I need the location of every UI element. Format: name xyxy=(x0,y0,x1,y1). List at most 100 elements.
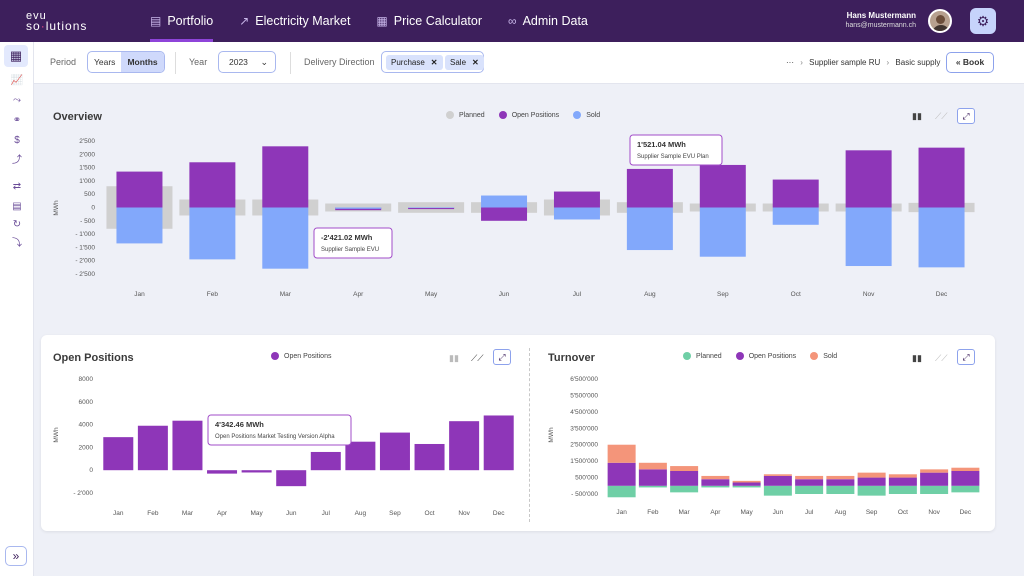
period-option-years[interactable]: Years xyxy=(94,57,116,67)
delivery-direction-select[interactable]: Purchase ✕ Sale ✕ xyxy=(381,51,484,73)
legend-swatch xyxy=(573,111,582,119)
bar-open-positions xyxy=(189,162,236,208)
nav-item-admin-data[interactable]: ∞ Admin Data xyxy=(508,0,588,42)
breadcrumb: ··· › Supplier sample RU › Basic supply xyxy=(786,58,940,67)
x-tick-label: Feb xyxy=(647,509,659,516)
period-option-months[interactable]: Months xyxy=(121,52,164,72)
app-logo[interactable]: evu so·lutions xyxy=(0,10,120,33)
tooltip-value: 1'521.04 MWh xyxy=(637,140,686,149)
bar-open-positions xyxy=(763,475,792,486)
breadcrumb-item[interactable]: Basic supply xyxy=(895,58,941,67)
nav-item-price-calculator[interactable]: ▦ Price Calculator xyxy=(376,0,482,42)
legend-label: Open Positions xyxy=(284,352,332,360)
bar-open-positions xyxy=(638,469,667,486)
transfer-icon[interactable]: ⇄ xyxy=(12,181,22,192)
y-tick-label: 500 xyxy=(84,191,95,198)
legend-item-open-positions[interactable]: Open Positions xyxy=(498,111,559,119)
filter-bar: Period Years Months Year 2023 ⌄ Delivery… xyxy=(34,42,1024,84)
expand-icon[interactable]: ⤢ xyxy=(957,108,975,124)
close-icon[interactable]: ✕ xyxy=(430,58,438,67)
bar-view-icon[interactable]: ▮▮ xyxy=(912,353,922,363)
x-tick-label: May xyxy=(425,291,438,298)
document-icon[interactable]: ▤ xyxy=(12,201,22,212)
book-button[interactable]: « Book xyxy=(946,52,994,73)
user-info[interactable]: Hans Mustermann hans@mustermann.ch xyxy=(845,11,916,29)
bar-planned xyxy=(920,485,949,494)
dollar-icon[interactable]: $ xyxy=(14,135,20,146)
bar-open-positions xyxy=(553,191,600,208)
expand-icon[interactable]: ⤢ xyxy=(493,349,511,365)
route-icon[interactable]: ⤵ xyxy=(12,238,22,249)
cycle-icon[interactable]: ↻ xyxy=(12,219,22,230)
delivery-direction-label: Delivery Direction xyxy=(304,57,375,67)
bar-view-icon[interactable]: ▮▮ xyxy=(449,353,459,363)
bar-sold xyxy=(481,195,528,208)
bar-sold xyxy=(638,462,667,470)
bar-sold xyxy=(116,207,163,244)
expand-sidebar-button[interactable]: » xyxy=(5,546,27,566)
bar-open-positions xyxy=(262,146,309,208)
y-tick-label: 500'000 xyxy=(575,475,598,482)
legend-item-planned[interactable]: Planned xyxy=(683,352,722,360)
close-icon[interactable]: ✕ xyxy=(472,58,479,67)
chip-sale[interactable]: Sale ✕ xyxy=(445,55,484,70)
bar-planned xyxy=(607,485,636,498)
legend-item-planned[interactable]: Planned xyxy=(446,111,485,119)
y-tick-label: 2'500'000 xyxy=(570,442,598,449)
bar-open-positions xyxy=(607,462,636,486)
x-tick-label: Sep xyxy=(717,291,729,298)
x-tick-label: Nov xyxy=(928,509,940,516)
x-tick-label: May xyxy=(740,509,753,516)
year-select[interactable]: 2023 ⌄ xyxy=(218,51,276,73)
bar-planned xyxy=(795,485,824,494)
year-label: Year xyxy=(189,57,208,67)
dashboard-icon[interactable]: ▦ xyxy=(4,45,28,67)
bar-open-positions xyxy=(918,147,965,208)
line-chart-icon[interactable]: ⤴ xyxy=(12,155,22,166)
y-tick-label: - 2'500 xyxy=(75,271,95,278)
logo-line-1: evu xyxy=(26,10,47,22)
bar-open-positions xyxy=(670,471,699,486)
x-tick-label: Feb xyxy=(207,291,219,298)
legend-item-open-positions[interactable]: Open Positions xyxy=(735,352,796,360)
chevron-right-icon: › xyxy=(886,58,890,67)
x-tick-label: Jul xyxy=(805,509,814,516)
analysis-icon[interactable]: ⤳ xyxy=(13,95,21,106)
x-tick-label: Jun xyxy=(773,509,784,516)
y-tick-label: 3'500'000 xyxy=(570,425,598,432)
bar-open-positions xyxy=(701,479,730,486)
chip-purchase[interactable]: Purchase ✕ xyxy=(386,55,443,70)
avatar[interactable] xyxy=(928,9,952,33)
bar-open-positions xyxy=(772,179,819,208)
breadcrumb-more[interactable]: ··· xyxy=(786,58,794,67)
legend-swatch xyxy=(446,111,454,119)
legend-item-sold[interactable]: Sold xyxy=(573,111,600,119)
x-tick-label: Aug xyxy=(355,510,367,517)
bar-open-positions xyxy=(207,470,238,474)
nodes-icon[interactable]: ⚭ xyxy=(12,115,22,126)
line-view-icon[interactable]: ⟋⟋ xyxy=(935,353,948,363)
gear-icon[interactable]: ⚙ xyxy=(970,8,996,34)
bar-sold xyxy=(607,444,636,463)
line-view-icon[interactable]: ⟋⟋ xyxy=(471,353,484,363)
breadcrumb-item[interactable]: Supplier sample RU xyxy=(809,58,881,67)
nav-item-portfolio[interactable]: ▤ Portfolio xyxy=(150,0,214,42)
y-tick-label: 6'500'000 xyxy=(570,376,598,383)
bar-view-icon[interactable]: ▮▮ xyxy=(912,111,922,121)
bar-sold xyxy=(553,207,600,220)
bar-open-positions xyxy=(826,479,855,486)
bar-planned xyxy=(670,485,699,493)
x-tick-label: Jun xyxy=(499,291,510,298)
nav-item-electricity-market[interactable]: ↗ Electricity Market xyxy=(239,0,350,42)
x-tick-label: Jan xyxy=(113,510,124,517)
expand-icon[interactable]: ⤢ xyxy=(957,349,975,365)
chart-icon[interactable]: 📈 xyxy=(10,75,24,86)
overview-title: Overview xyxy=(53,111,102,123)
legend-item-sold[interactable]: Sold xyxy=(810,352,837,360)
bar-planned xyxy=(638,485,667,488)
line-view-icon[interactable]: ⟋⟋ xyxy=(935,111,948,121)
x-tick-label: Jan xyxy=(616,509,627,516)
user-name: Hans Mustermann xyxy=(846,11,916,20)
legend-item-open-positions[interactable]: Open Positions xyxy=(271,352,331,360)
tooltip-box xyxy=(207,414,352,446)
